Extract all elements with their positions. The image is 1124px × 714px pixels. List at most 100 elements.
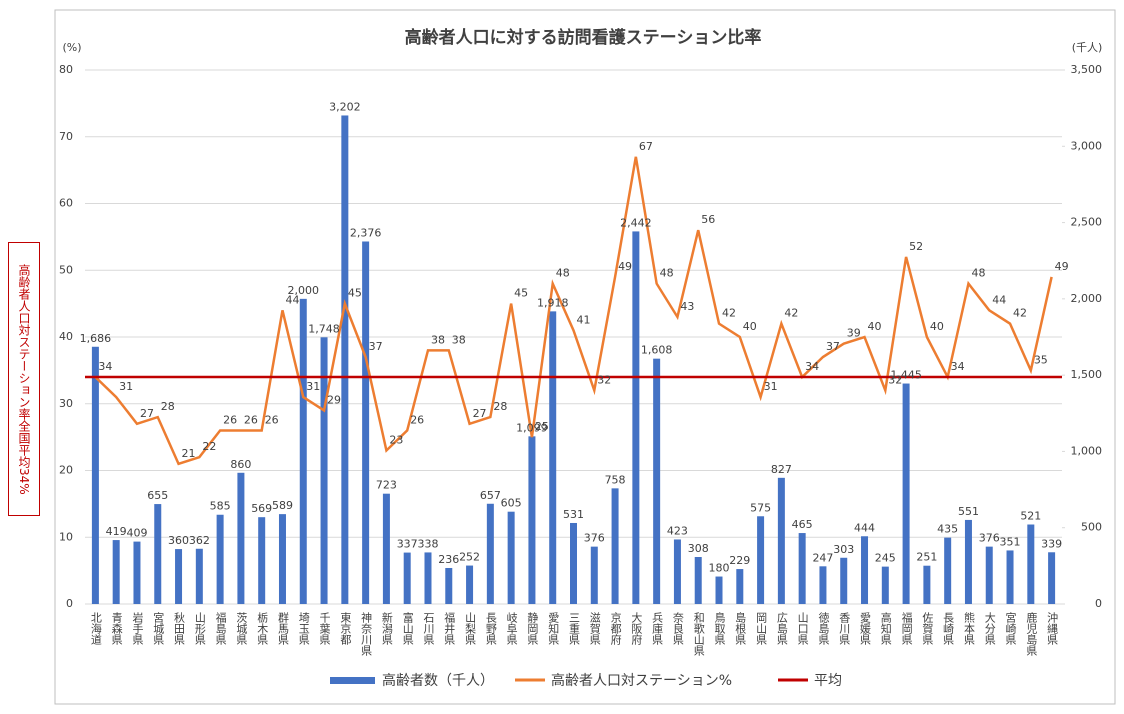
bar <box>715 576 723 604</box>
bar-label: 245 <box>875 552 896 565</box>
bar <box>258 517 266 604</box>
bar-label: 569 <box>251 502 272 515</box>
x-tick-label: 長崎県 <box>942 612 955 646</box>
x-tick-label: 新潟県 <box>380 611 393 646</box>
legend-label: 平均 <box>814 673 842 689</box>
x-tick-label: 三重県 <box>568 612 581 646</box>
x-tick-label: 滋賀県 <box>588 612 601 646</box>
chart-frame <box>54 9 1116 705</box>
line-label: 45 <box>348 287 362 300</box>
bar-label: 575 <box>750 501 771 514</box>
x-tick-label: 富山県 <box>401 611 414 646</box>
x-tick-label: 京都府 <box>609 611 622 646</box>
x-tick-label: 岩手県 <box>131 611 144 646</box>
bar-label: 1,748 <box>308 322 340 335</box>
line-label: 40 <box>743 320 757 333</box>
bar <box>320 337 328 604</box>
x-tick-label: 和歌山県 <box>692 612 705 657</box>
line-label: 49 <box>618 260 632 273</box>
x-tick-label: 奈良県 <box>671 611 684 646</box>
y-tick-label: 60 <box>59 197 73 210</box>
y2-tick-label: 1,500 <box>1071 368 1103 381</box>
bar <box>985 546 993 604</box>
bar <box>798 533 806 604</box>
line-label: 41 <box>577 313 591 326</box>
x-tick-label: 沖縄県 <box>1046 612 1059 646</box>
line-label: 32 <box>888 373 902 386</box>
bar <box>632 231 640 604</box>
bar-label: 827 <box>771 463 792 476</box>
line <box>94 156 1053 466</box>
bar <box>1027 524 1035 604</box>
y-tick-label: 0 <box>66 597 73 610</box>
bar-label: 360 <box>168 534 189 547</box>
bar <box>112 540 120 604</box>
legend-label: 高齢者数（千人） <box>382 672 494 689</box>
bar-label: 339 <box>1041 537 1062 550</box>
bar <box>362 241 370 604</box>
bar <box>175 549 183 604</box>
x-tick-label: 福島県 <box>214 611 227 646</box>
bar <box>570 522 577 604</box>
bar <box>133 541 141 604</box>
bar-label: 338 <box>417 537 438 550</box>
line-label: 45 <box>514 287 528 300</box>
x-tick-label: 宮城県 <box>152 611 165 646</box>
line-label: 31 <box>306 380 320 393</box>
bar <box>757 516 765 604</box>
bar-label: 419 <box>106 525 127 538</box>
bar-label: 521 <box>1020 510 1041 523</box>
line-label: 39 <box>847 327 861 340</box>
line-label: 48 <box>556 267 570 280</box>
x-tick-label: 神奈川県 <box>360 611 373 657</box>
bar-label: 423 <box>667 524 688 537</box>
y2-tick-label: 2,000 <box>1071 292 1103 305</box>
bar <box>590 546 598 604</box>
line-label: 26 <box>244 413 258 426</box>
bar <box>299 298 307 604</box>
bar <box>944 537 952 604</box>
bar-label: 1,608 <box>641 344 673 357</box>
bar-label: 180 <box>709 562 730 575</box>
line-label: 67 <box>639 140 653 153</box>
bar-label: 337 <box>397 538 418 551</box>
line-label: 29 <box>327 393 341 406</box>
line-label: 37 <box>826 340 840 353</box>
line-label: 21 <box>182 447 196 460</box>
x-tick-label: 大分県 <box>983 611 996 646</box>
bar <box>840 557 848 604</box>
bar <box>466 565 474 604</box>
line-label: 56 <box>701 213 715 226</box>
x-tick-label: 石川県 <box>422 612 435 646</box>
x-tick-label: 岡山県 <box>755 612 768 646</box>
y2-tick-label: 500 <box>1081 521 1102 534</box>
bar <box>923 565 931 604</box>
bar <box>91 346 99 604</box>
line-label: 40 <box>868 320 882 333</box>
bar <box>486 503 494 604</box>
bar-label: 303 <box>833 543 854 556</box>
bar <box>902 383 910 604</box>
line-label: 25 <box>535 420 549 433</box>
line-label: 44 <box>992 293 1006 306</box>
bar <box>507 511 515 604</box>
y2-tick-label: 0 <box>1095 597 1102 610</box>
y-tick-label: 40 <box>59 330 73 343</box>
x-tick-label: 兵庫県 <box>651 612 664 646</box>
line-label: 42 <box>784 307 798 320</box>
y-tick-label: 50 <box>59 263 73 276</box>
line-label: 49 <box>1055 260 1069 273</box>
line-label: 26 <box>223 413 237 426</box>
x-tick-label: 山口県 <box>796 612 809 646</box>
bar-label: 251 <box>916 551 937 564</box>
bar-label: 362 <box>189 534 210 547</box>
bar <box>819 566 827 604</box>
bar <box>964 519 972 604</box>
bar <box>154 504 162 604</box>
line-label: 48 <box>971 267 985 280</box>
line-label: 35 <box>1034 353 1048 366</box>
line-label: 27 <box>473 407 487 420</box>
bar <box>611 488 619 604</box>
line-label: 32 <box>597 373 611 386</box>
